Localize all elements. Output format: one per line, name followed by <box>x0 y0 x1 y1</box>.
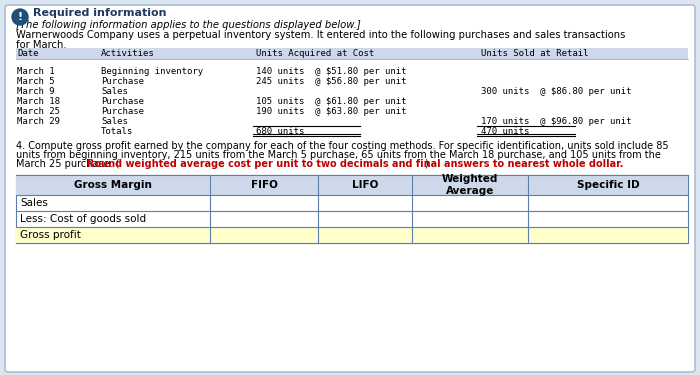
Text: Round weighted average cost per unit to two decimals and final answers to neares: Round weighted average cost per unit to … <box>87 159 624 169</box>
Text: LIFO: LIFO <box>352 180 378 190</box>
Text: March 5: March 5 <box>17 78 55 87</box>
Text: March 18: March 18 <box>17 98 60 106</box>
Text: ): ) <box>424 159 428 169</box>
Text: Specific ID: Specific ID <box>577 180 639 190</box>
Text: 245 units  @ $56.80 per unit: 245 units @ $56.80 per unit <box>256 78 407 87</box>
Text: Purchase: Purchase <box>101 108 144 117</box>
Text: for March.: for March. <box>16 40 66 50</box>
Text: Beginning inventory: Beginning inventory <box>101 68 203 76</box>
Text: Sales: Sales <box>101 117 128 126</box>
Text: 105 units  @ $61.80 per unit: 105 units @ $61.80 per unit <box>256 98 407 106</box>
Text: Sales: Sales <box>20 198 48 208</box>
Text: 470 units: 470 units <box>481 128 529 136</box>
Text: Activities: Activities <box>101 49 155 58</box>
Text: Less: Cost of goods sold: Less: Cost of goods sold <box>20 214 146 224</box>
Text: March 25 purchase. (: March 25 purchase. ( <box>16 159 120 169</box>
FancyBboxPatch shape <box>16 227 688 243</box>
Text: Totals: Totals <box>101 128 133 136</box>
Text: units from beginning inventory, 215 units from the March 5 purchase, 65 units fr: units from beginning inventory, 215 unit… <box>16 150 661 160</box>
Text: 680 units: 680 units <box>256 128 304 136</box>
Text: Gross profit: Gross profit <box>20 230 81 240</box>
Text: FIFO: FIFO <box>251 180 277 190</box>
Text: Date: Date <box>17 49 38 58</box>
Text: March 1: March 1 <box>17 68 55 76</box>
Circle shape <box>12 9 28 25</box>
Text: 170 units  @ $96.80 per unit: 170 units @ $96.80 per unit <box>481 117 631 126</box>
FancyBboxPatch shape <box>5 5 695 372</box>
Text: Gross Margin: Gross Margin <box>74 180 152 190</box>
Text: Units Acquired at Cost: Units Acquired at Cost <box>256 49 374 58</box>
Text: Purchase: Purchase <box>101 78 144 87</box>
Text: March 29: March 29 <box>17 117 60 126</box>
Text: March 25: March 25 <box>17 108 60 117</box>
Text: March 9: March 9 <box>17 87 55 96</box>
FancyBboxPatch shape <box>16 175 688 195</box>
Text: Weighted
Average: Weighted Average <box>442 174 498 196</box>
Text: Purchase: Purchase <box>101 98 144 106</box>
Text: 190 units  @ $63.80 per unit: 190 units @ $63.80 per unit <box>256 108 407 117</box>
Text: Units Sold at Retail: Units Sold at Retail <box>481 49 589 58</box>
Text: 300 units  @ $86.80 per unit: 300 units @ $86.80 per unit <box>481 87 631 96</box>
Text: 4. Compute gross profit earned by the company for each of the four costing metho: 4. Compute gross profit earned by the co… <box>16 141 668 151</box>
Text: [The following information applies to the questions displayed below.]: [The following information applies to th… <box>16 20 360 30</box>
FancyBboxPatch shape <box>16 175 688 243</box>
Text: !: ! <box>18 12 22 22</box>
Text: Required information: Required information <box>33 8 167 18</box>
FancyBboxPatch shape <box>16 48 688 59</box>
Text: Warnerwoods Company uses a perpetual inventory system. It entered into the follo: Warnerwoods Company uses a perpetual inv… <box>16 30 625 40</box>
Text: 140 units  @ $51.80 per unit: 140 units @ $51.80 per unit <box>256 68 407 76</box>
Text: Sales: Sales <box>101 87 128 96</box>
